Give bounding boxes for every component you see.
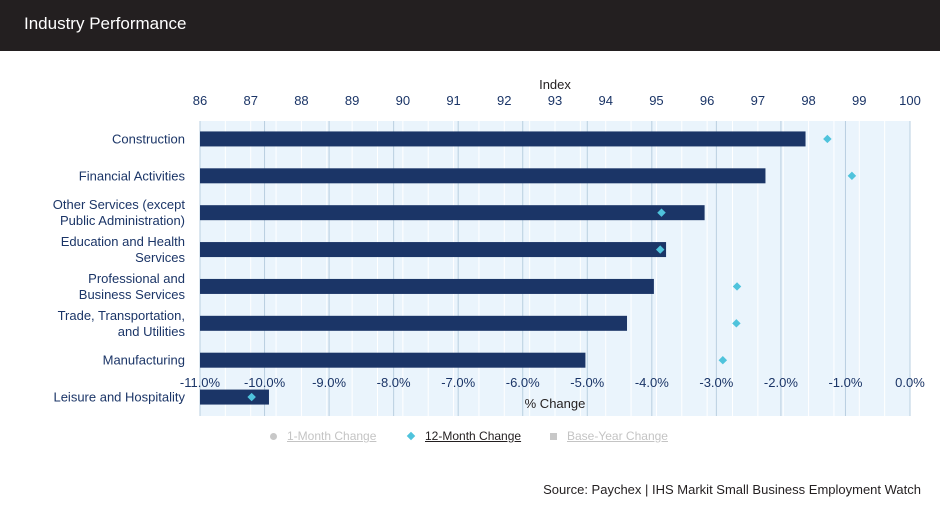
change-marker — [718, 355, 728, 365]
bottom-axis-tick-label: -4.0% — [635, 375, 669, 390]
top-axis-tick-label: 93 — [548, 93, 562, 108]
top-axis-tick-label: 92 — [497, 93, 511, 108]
legend-label: 12-Month Change — [425, 429, 522, 443]
category-label: Education and Health Services — [61, 234, 186, 265]
legend-item-base-year-change[interactable]: Base-Year Change — [550, 429, 668, 443]
index-bar — [200, 389, 269, 405]
bottom-axis-tick-label: -7.0% — [441, 375, 475, 390]
top-axis-title: Index — [539, 77, 571, 92]
category-label: Construction — [112, 131, 185, 146]
legend-item-1-month-change[interactable]: 1-Month Change — [270, 429, 376, 443]
change-marker — [732, 282, 742, 291]
category-label: Manufacturing — [103, 353, 185, 368]
diamond-marker-icon — [406, 431, 416, 441]
category-label: Leisure and Hospitality — [53, 390, 185, 405]
top-axis-tick-label: 97 — [751, 93, 765, 108]
bottom-axis-tick-label: -1.0% — [828, 375, 862, 390]
bottom-axis-tick-label: -5.0% — [570, 375, 604, 390]
top-axis-tick-label: 98 — [801, 93, 815, 108]
top-axis-tick-label: 99 — [852, 93, 866, 108]
bottom-axis-tick-label: -6.0% — [506, 375, 540, 390]
top-axis-tick-label: 86 — [193, 93, 207, 108]
square-marker-icon — [550, 432, 557, 440]
top-axis-tick-label: 91 — [446, 93, 460, 108]
change-marker — [732, 319, 741, 328]
top-axis-tick-label: 94 — [598, 93, 612, 108]
top-axis-tick-label: 87 — [243, 93, 257, 108]
industry-chart: 86 87 88 89 90 91 92 93 94 95 96 97 98 99 100 Index -11.… — [53, 77, 925, 416]
index-bar — [200, 315, 628, 331]
bottom-axis-tick-label: -2.0% — [764, 375, 798, 390]
index-bar — [200, 168, 766, 184]
change-marker — [247, 392, 256, 402]
bottom-axis-tick-label: -11.0% — [180, 375, 221, 390]
bottom-axis-tick-label: -10.0% — [244, 375, 286, 390]
index-bar — [200, 131, 806, 147]
bottom-axis-title: % Change — [525, 396, 586, 411]
index-bar — [200, 278, 654, 294]
bottom-axis-tick-label: -8.0% — [377, 375, 411, 390]
top-axis-tick-label: 100 — [899, 93, 921, 108]
top-axis-tick-label: 89 — [345, 93, 359, 108]
category-label: Financial Activities — [79, 168, 186, 183]
top-axis-tick-label: 88 — [294, 93, 308, 108]
source-note: Source: Paychex | IHS Markit Small Busin… — [543, 482, 921, 497]
circle-marker-icon — [270, 432, 277, 440]
index-bar — [200, 205, 705, 221]
category-label: Trade, Transportation, and Utilities — [58, 308, 186, 339]
top-axis-tick-label: 90 — [396, 93, 410, 108]
top-axis-tick-label: 96 — [700, 93, 714, 108]
index-bar — [200, 352, 586, 368]
top-axis-tick-label: 95 — [649, 93, 663, 108]
bottom-axis-tick-label: -3.0% — [699, 375, 733, 390]
bottom-axis-tick-label: -9.0% — [312, 375, 346, 390]
header-bar: Industry Performance — [0, 0, 940, 51]
bottom-axis-tick-label: 0.0% — [895, 375, 925, 390]
legend-label: Base-Year Change — [567, 429, 668, 443]
index-bar — [200, 242, 667, 258]
chart-legend: 1-Month Change 12-Month Change Base-Year… — [0, 429, 940, 445]
legend-label: 1-Month Change — [287, 429, 377, 443]
category-label: Professional and Business Services — [79, 271, 186, 302]
page-title: Industry Performance — [24, 14, 187, 33]
category-label: Other Services (except Public Administrat… — [53, 197, 186, 228]
legend-item-12-month-change[interactable]: 12-Month Change — [406, 429, 522, 443]
